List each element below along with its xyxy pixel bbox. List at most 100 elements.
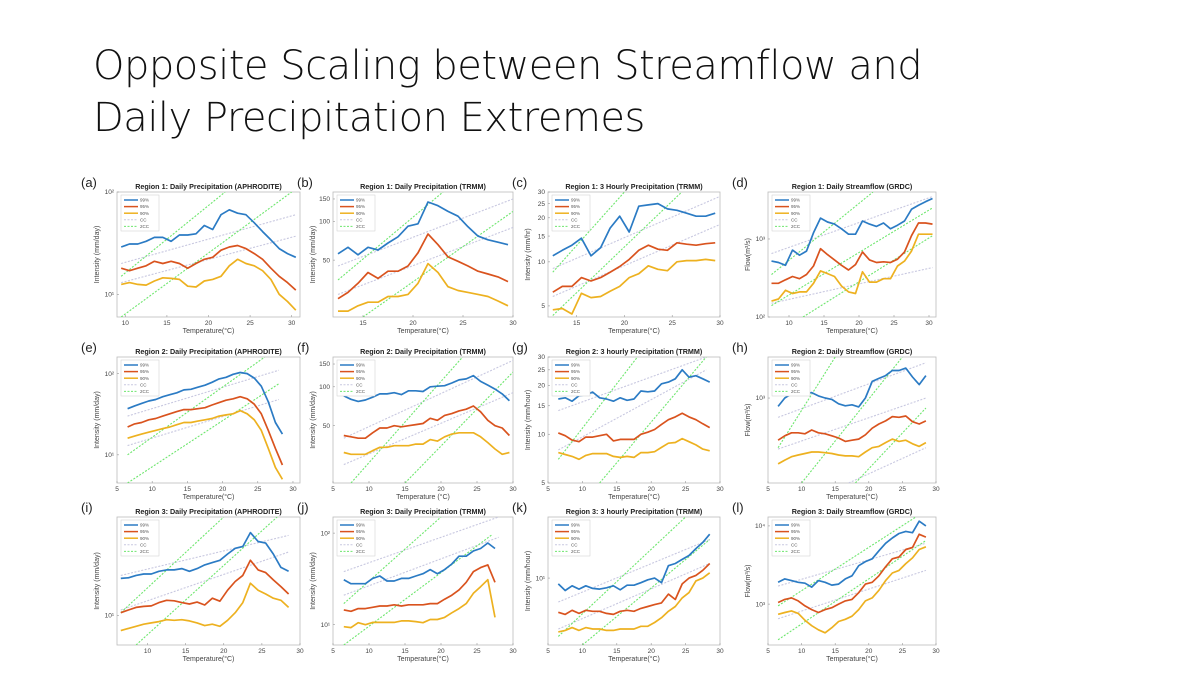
- series-line-95pct: [558, 562, 711, 616]
- series-line-90pct: [343, 431, 510, 456]
- series-line-95pct: [557, 412, 711, 443]
- panel-i: 10 15 20 25 30 10¹ (i) Region 3: Daily Precipit…: [81, 500, 304, 663]
- legend-label: CC: [571, 217, 578, 222]
- legend: 99%95% 90%CC 2CC: [336, 359, 376, 397]
- series-line-99pct: [337, 201, 509, 256]
- x-tick-label: 10: [579, 648, 587, 655]
- y-tick-label: 10⁴: [755, 523, 765, 530]
- series-line-99pct: [557, 533, 711, 592]
- x-tick-label: 25: [258, 648, 266, 655]
- x-tick-label: 10: [365, 648, 373, 655]
- cc-reference-line: [552, 223, 720, 297]
- cc-reference-line: [127, 369, 280, 417]
- panel-g: 5 10 15 20 25 30 5 10 15 20 25 30 (g) Region 2: 3 hou…: [512, 340, 724, 501]
- x-tick-label: 5: [115, 486, 119, 493]
- x-tick-label: 20: [648, 648, 656, 655]
- y-tick-label: 10²: [321, 530, 331, 537]
- y-tick-label: 150: [319, 361, 330, 368]
- x-axis-label: Temperature(°C): [397, 327, 449, 335]
- 2cc-reference-line: [557, 517, 686, 637]
- panel-j: 5 10 15 20 25 30 10¹ 10² (j) Region 3: Daily Prec…: [297, 500, 517, 663]
- x-tick-label: 5: [331, 486, 335, 493]
- panel-title: Region 3: Daily Streamflow (GRDC): [792, 507, 913, 516]
- series-line-99pct: [127, 371, 284, 435]
- series-line-95pct: [552, 241, 716, 293]
- x-tick-label: 15: [184, 486, 192, 493]
- series-line-90pct: [777, 438, 927, 465]
- legend-label: CC: [356, 217, 363, 222]
- x-tick-label: 15: [359, 320, 367, 327]
- series-line-90pct: [771, 233, 933, 302]
- y-tick-label: 10³: [756, 601, 766, 608]
- y-tick-label: 10¹: [105, 452, 115, 459]
- y-tick-label: 5: [541, 303, 545, 310]
- legend-label: 2CC: [140, 549, 150, 554]
- slide-title-line-2: Daily Precipitation Extremes: [93, 95, 645, 141]
- legend: 99%95% 90%CC 2CC: [551, 519, 591, 557]
- x-tick-label: 20: [437, 648, 445, 655]
- panel-letter: (e): [81, 340, 97, 355]
- cc-reference-line: [127, 398, 280, 447]
- series-line-90pct: [120, 582, 290, 632]
- legend-label: 99%: [140, 363, 149, 368]
- legend-label: 2CC: [356, 224, 366, 229]
- x-tick-label: 5: [546, 648, 550, 655]
- series-line-90pct: [558, 572, 711, 633]
- x-tick-label: 30: [296, 648, 304, 655]
- x-tick-label: 30: [932, 486, 940, 493]
- legend-label: 2CC: [356, 549, 366, 554]
- 2cc-reference-line: [777, 517, 917, 607]
- x-tick-label: 25: [254, 486, 262, 493]
- cc-reference-line: [558, 369, 707, 451]
- 2cc-reference-line: [552, 192, 683, 316]
- legend-label: 90%: [356, 376, 365, 381]
- y-tick-label: 15: [538, 233, 546, 240]
- cc-reference-line: [343, 517, 499, 573]
- series-line-90pct: [558, 437, 710, 461]
- x-tick-label: 10: [798, 648, 806, 655]
- cc-reference-line: [771, 196, 933, 255]
- 2cc-reference-line: [777, 357, 836, 448]
- x-axis-label: Temperature(°C): [397, 655, 449, 663]
- x-tick-label: 20: [219, 486, 227, 493]
- x-tick-label: 30: [716, 486, 724, 493]
- x-tick-label: 15: [401, 648, 409, 655]
- x-tick-label: 30: [932, 648, 940, 655]
- panel-letter: (k): [512, 500, 527, 515]
- y-tick-label: 10³: [756, 236, 766, 243]
- panel-title: Region 1: 3 Hourly Precipitation (TRMM): [565, 182, 703, 191]
- x-tick-label: 5: [766, 648, 770, 655]
- 2cc-reference-line: [120, 192, 226, 277]
- y-tick-label: 20: [538, 215, 546, 222]
- legend-label: 95%: [356, 529, 365, 534]
- x-tick-label: 25: [899, 486, 907, 493]
- 2cc-reference-line: [337, 192, 444, 281]
- legend-label: 95%: [140, 529, 149, 534]
- x-tick-label: 25: [473, 648, 481, 655]
- legend-label: CC: [571, 382, 578, 387]
- x-tick-label: 25: [473, 486, 481, 493]
- x-tick-label: 30: [716, 648, 724, 655]
- x-tick-label: 15: [613, 648, 621, 655]
- x-tick-label: 25: [459, 320, 467, 327]
- legend-label: 99%: [571, 363, 580, 368]
- panel-letter: (i): [81, 500, 93, 515]
- legend-label: 2CC: [140, 224, 150, 229]
- 2cc-reference-line: [404, 371, 513, 483]
- x-tick-label: 5: [546, 486, 550, 493]
- legend: 99%95% 90%CC 2CC: [551, 359, 591, 397]
- series-line-99pct: [120, 531, 289, 580]
- panel-c: 15 20 25 30 5 10 15 20 25 30 (c) Region 1: 3 Hourly…: [512, 175, 724, 335]
- x-tick-label: 10: [149, 486, 157, 493]
- cc-reference-line: [120, 551, 289, 611]
- x-tick-label: 15: [613, 486, 621, 493]
- legend-label: 2CC: [791, 389, 801, 394]
- x-tick-label: 15: [820, 320, 828, 327]
- series-line-95pct: [771, 222, 933, 285]
- y-axis-label: Intensity (mm/day): [310, 552, 317, 610]
- legend-label: 90%: [140, 536, 149, 541]
- x-tick-label: 10: [122, 320, 130, 327]
- panel-title: Region 1: Daily Precipitation (APHRODITE…: [135, 182, 282, 191]
- x-tick-label: 30: [509, 320, 517, 327]
- x-tick-label: 30: [925, 320, 933, 327]
